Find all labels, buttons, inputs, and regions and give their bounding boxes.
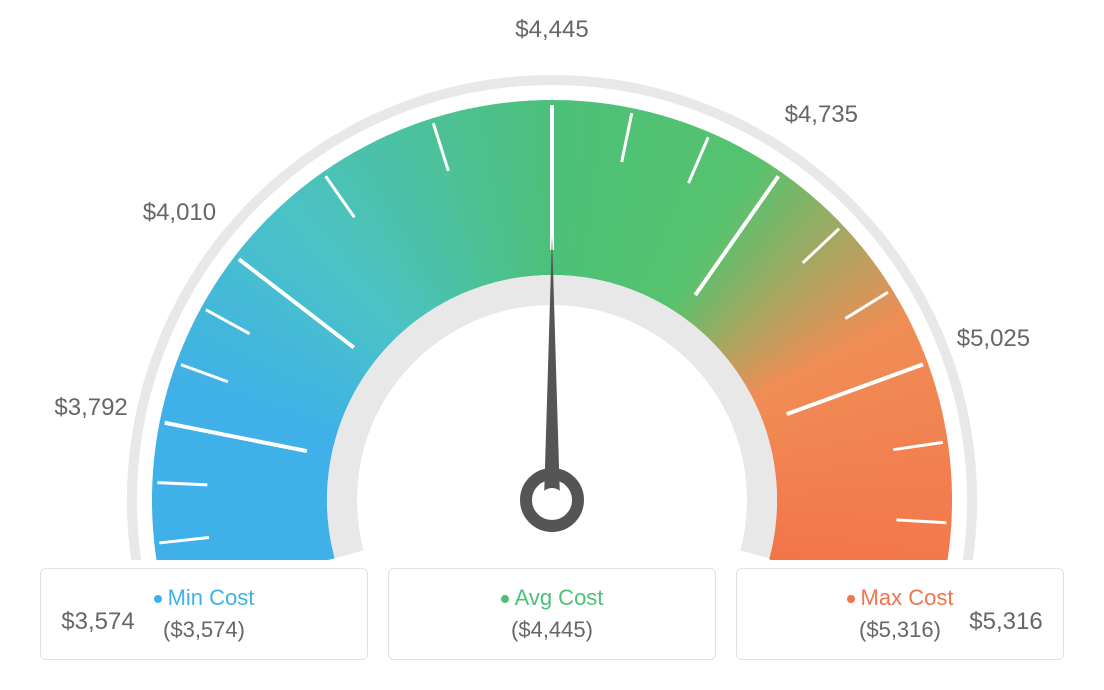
legend-title-min: Min Cost [51, 585, 357, 611]
cost-gauge-container: $3,574$3,792$4,010$4,445$4,735$5,025$5,3… [0, 0, 1104, 690]
gauge-tick-label: $4,010 [143, 199, 216, 227]
legend-title-max: Max Cost [747, 585, 1053, 611]
legend-value-min: ($3,574) [51, 617, 357, 643]
legend-title-min-text: Min Cost [168, 585, 255, 610]
gauge-tick-label: $4,735 [785, 101, 858, 129]
gauge-tick-label: $4,445 [515, 16, 588, 44]
legend-card-min: Min Cost ($3,574) [40, 568, 368, 660]
gauge-tick-label: $5,025 [957, 325, 1030, 353]
legend-title-max-text: Max Cost [861, 585, 954, 610]
dot-min [154, 595, 162, 603]
legend-title-avg-text: Avg Cost [515, 585, 604, 610]
dot-max [847, 595, 855, 603]
legend-card-max: Max Cost ($5,316) [736, 568, 1064, 660]
legend-value-max: ($5,316) [747, 617, 1053, 643]
legend-title-avg: Avg Cost [399, 585, 705, 611]
gauge-tick-label: $3,792 [54, 394, 127, 422]
legend-value-avg: ($4,445) [399, 617, 705, 643]
legend-card-avg: Avg Cost ($4,445) [388, 568, 716, 660]
legend-row: Min Cost ($3,574) Avg Cost ($4,445) Max … [40, 568, 1064, 660]
dot-avg [501, 595, 509, 603]
gauge-svg [0, 0, 1104, 560]
gauge-area: $3,574$3,792$4,010$4,445$4,735$5,025$5,3… [0, 0, 1104, 560]
